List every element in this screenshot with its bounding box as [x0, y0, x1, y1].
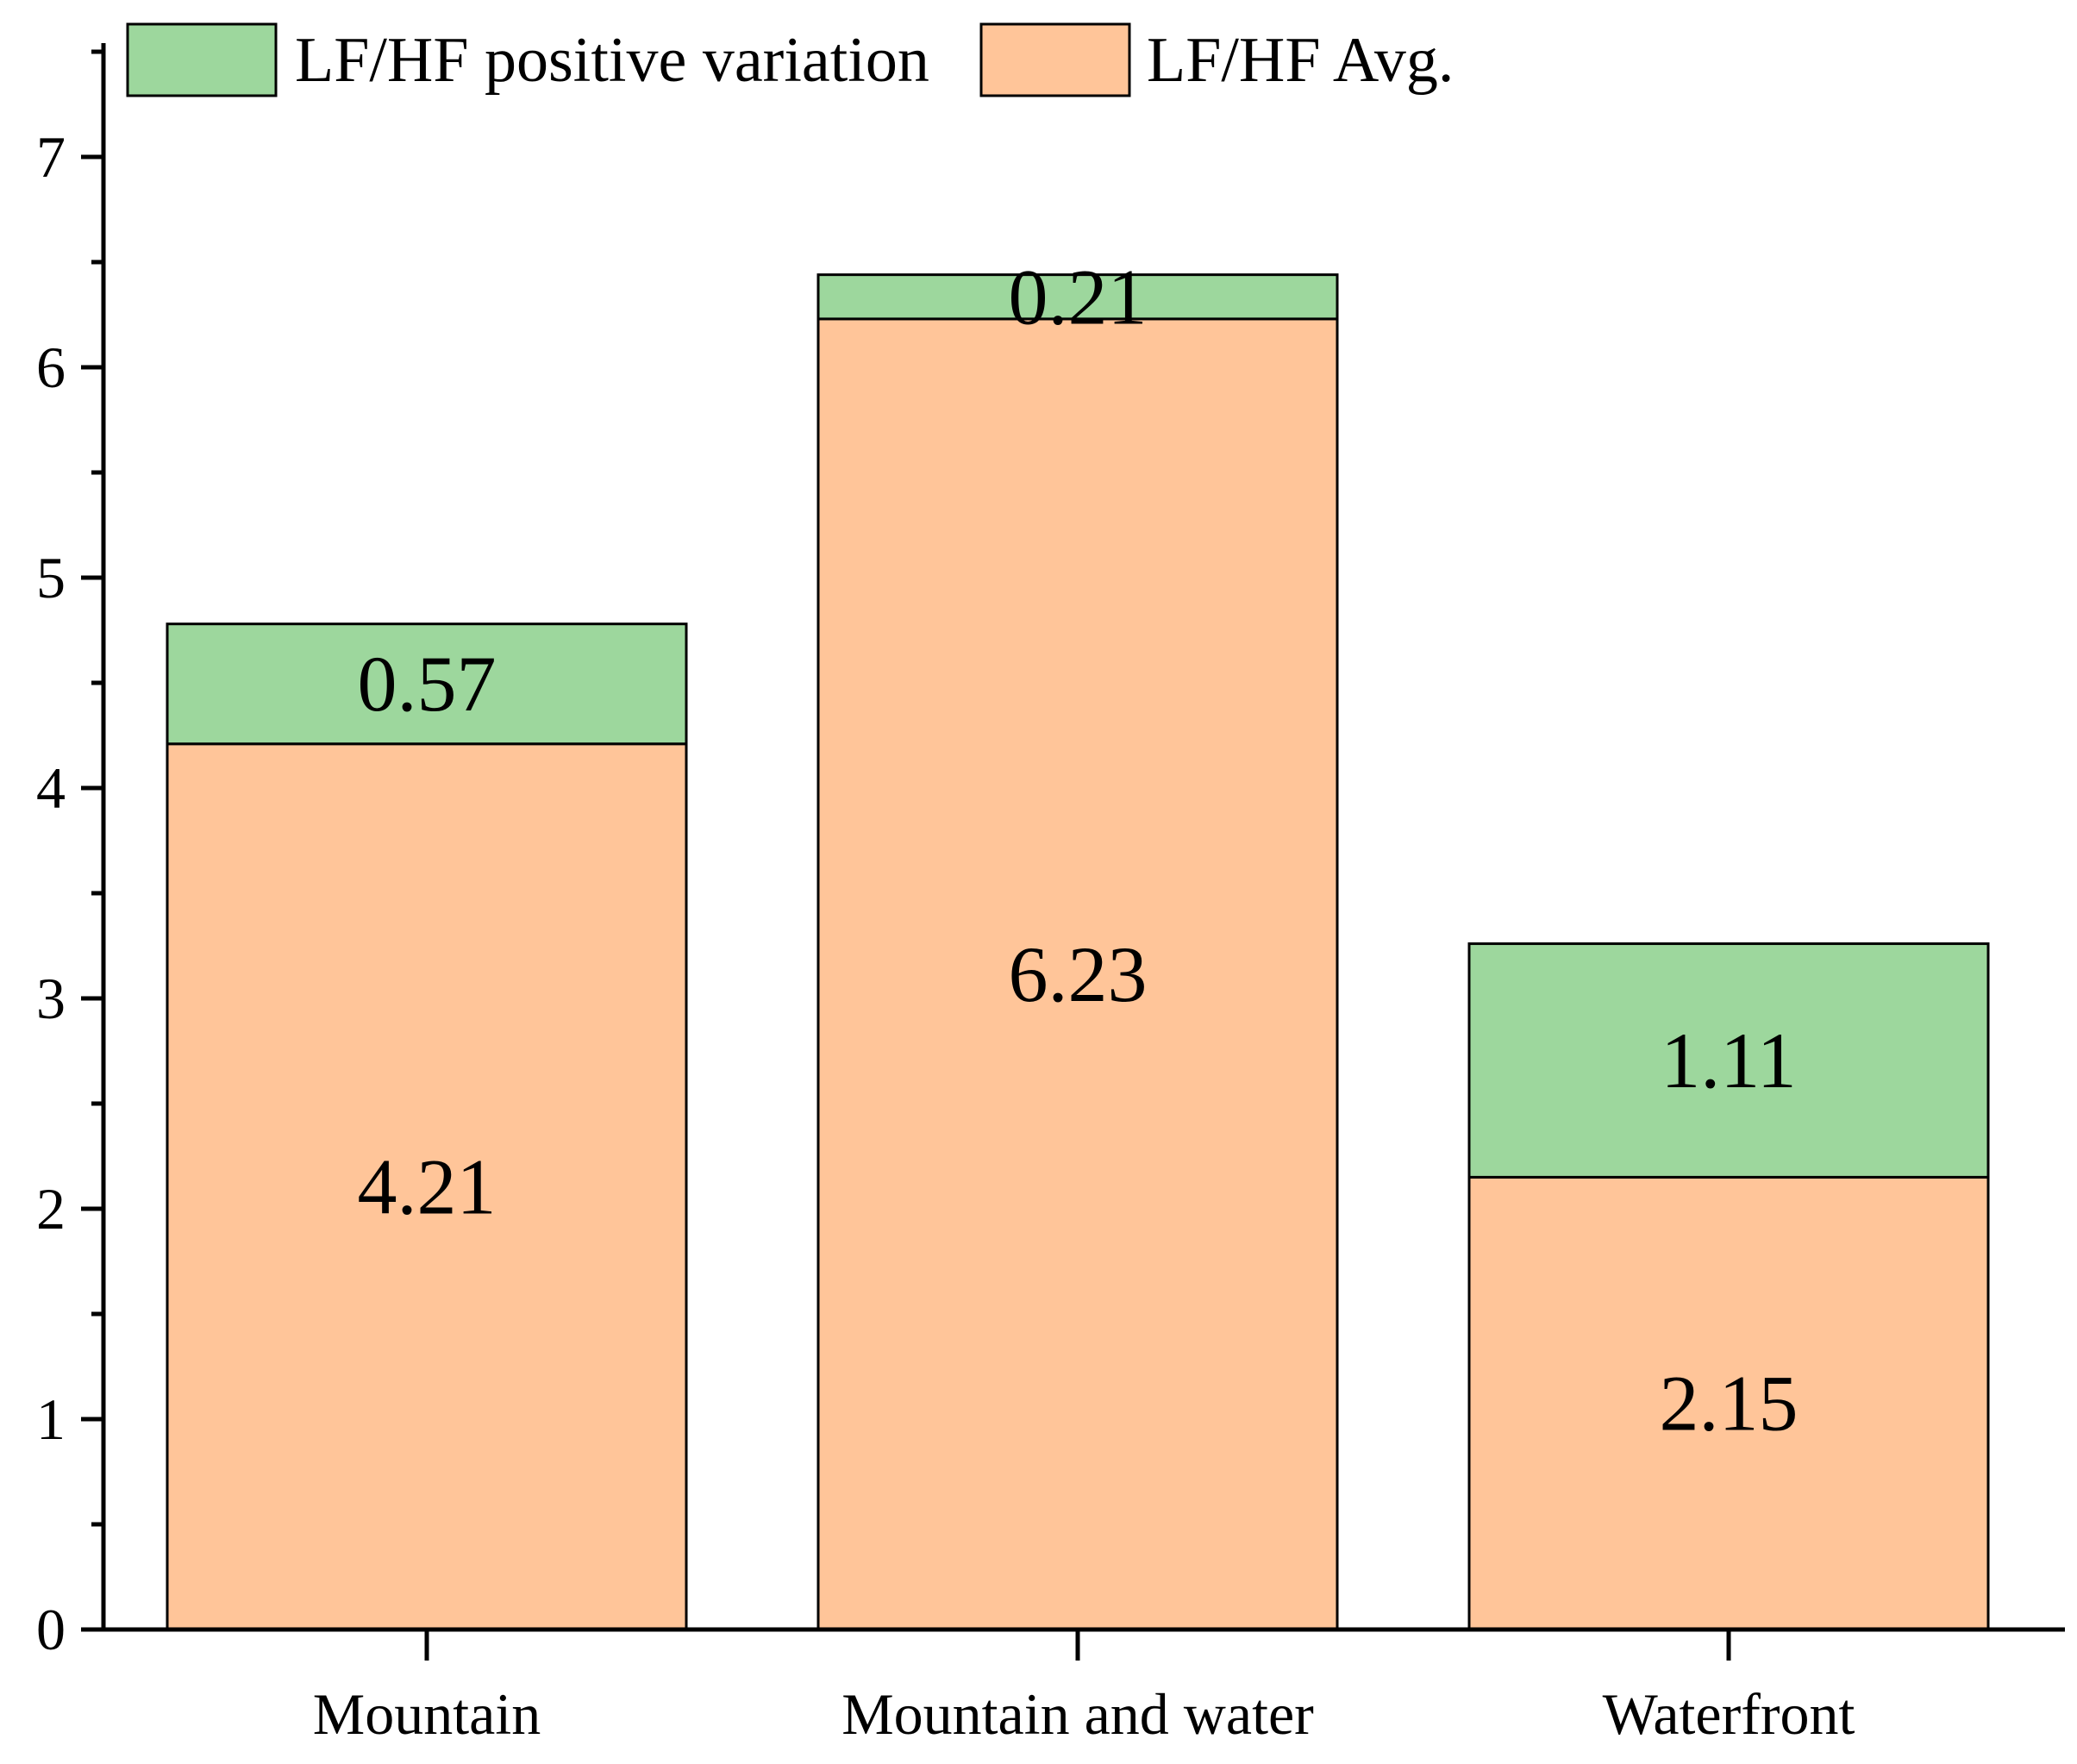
legend-label-1: LF/HF positive variation: [295, 25, 929, 96]
legend-swatch-2: [979, 22, 1131, 97]
legend-swatch-1: [126, 22, 278, 97]
data-label-variation-1: 0.57: [358, 640, 497, 728]
bar-variation-1: [166, 622, 688, 746]
y-tick-label: 2: [36, 1176, 66, 1242]
y-tick-label: 6: [36, 335, 66, 400]
y-tick-label: 0: [36, 1597, 66, 1662]
data-labels-layer: 4.21 0.57 6.23 0.21 2.15 1.11: [358, 253, 1799, 1447]
x-category-label: Mountain and water: [841, 1681, 1314, 1747]
y-tick-label: 7: [36, 124, 66, 190]
ticks-layer: 0 1 2 3 4 5 6 7 Mountain Mountain and water Waterf…: [36, 49, 1855, 1747]
x-category-label: Waterfront: [1603, 1681, 1855, 1747]
bars-layer: [166, 273, 1990, 1631]
data-label-variation-2: 0.21: [1009, 253, 1148, 341]
y-tick-label: 4: [36, 755, 66, 821]
data-label-variation-3: 1.11: [1661, 1016, 1797, 1104]
legend: LF/HF positive variation LF/HF Avg.: [126, 22, 1454, 97]
y-tick-label: 3: [36, 966, 66, 1031]
bar-variation-3: [1467, 942, 1990, 1179]
bar-avg-3: [1467, 1175, 1990, 1631]
y-tick-label: 5: [36, 545, 66, 610]
y-tick-label: 1: [36, 1386, 66, 1452]
data-label-avg-1: 4.21: [358, 1142, 497, 1230]
bar-avg-1: [166, 742, 688, 1631]
legend-label-2: LF/HF Avg.: [1147, 25, 1454, 96]
data-label-avg-2: 6.23: [1009, 930, 1148, 1018]
bar-variation-2: [816, 273, 1339, 321]
x-category-label: Mountain: [313, 1681, 541, 1747]
data-label-avg-3: 2.15: [1660, 1360, 1799, 1448]
